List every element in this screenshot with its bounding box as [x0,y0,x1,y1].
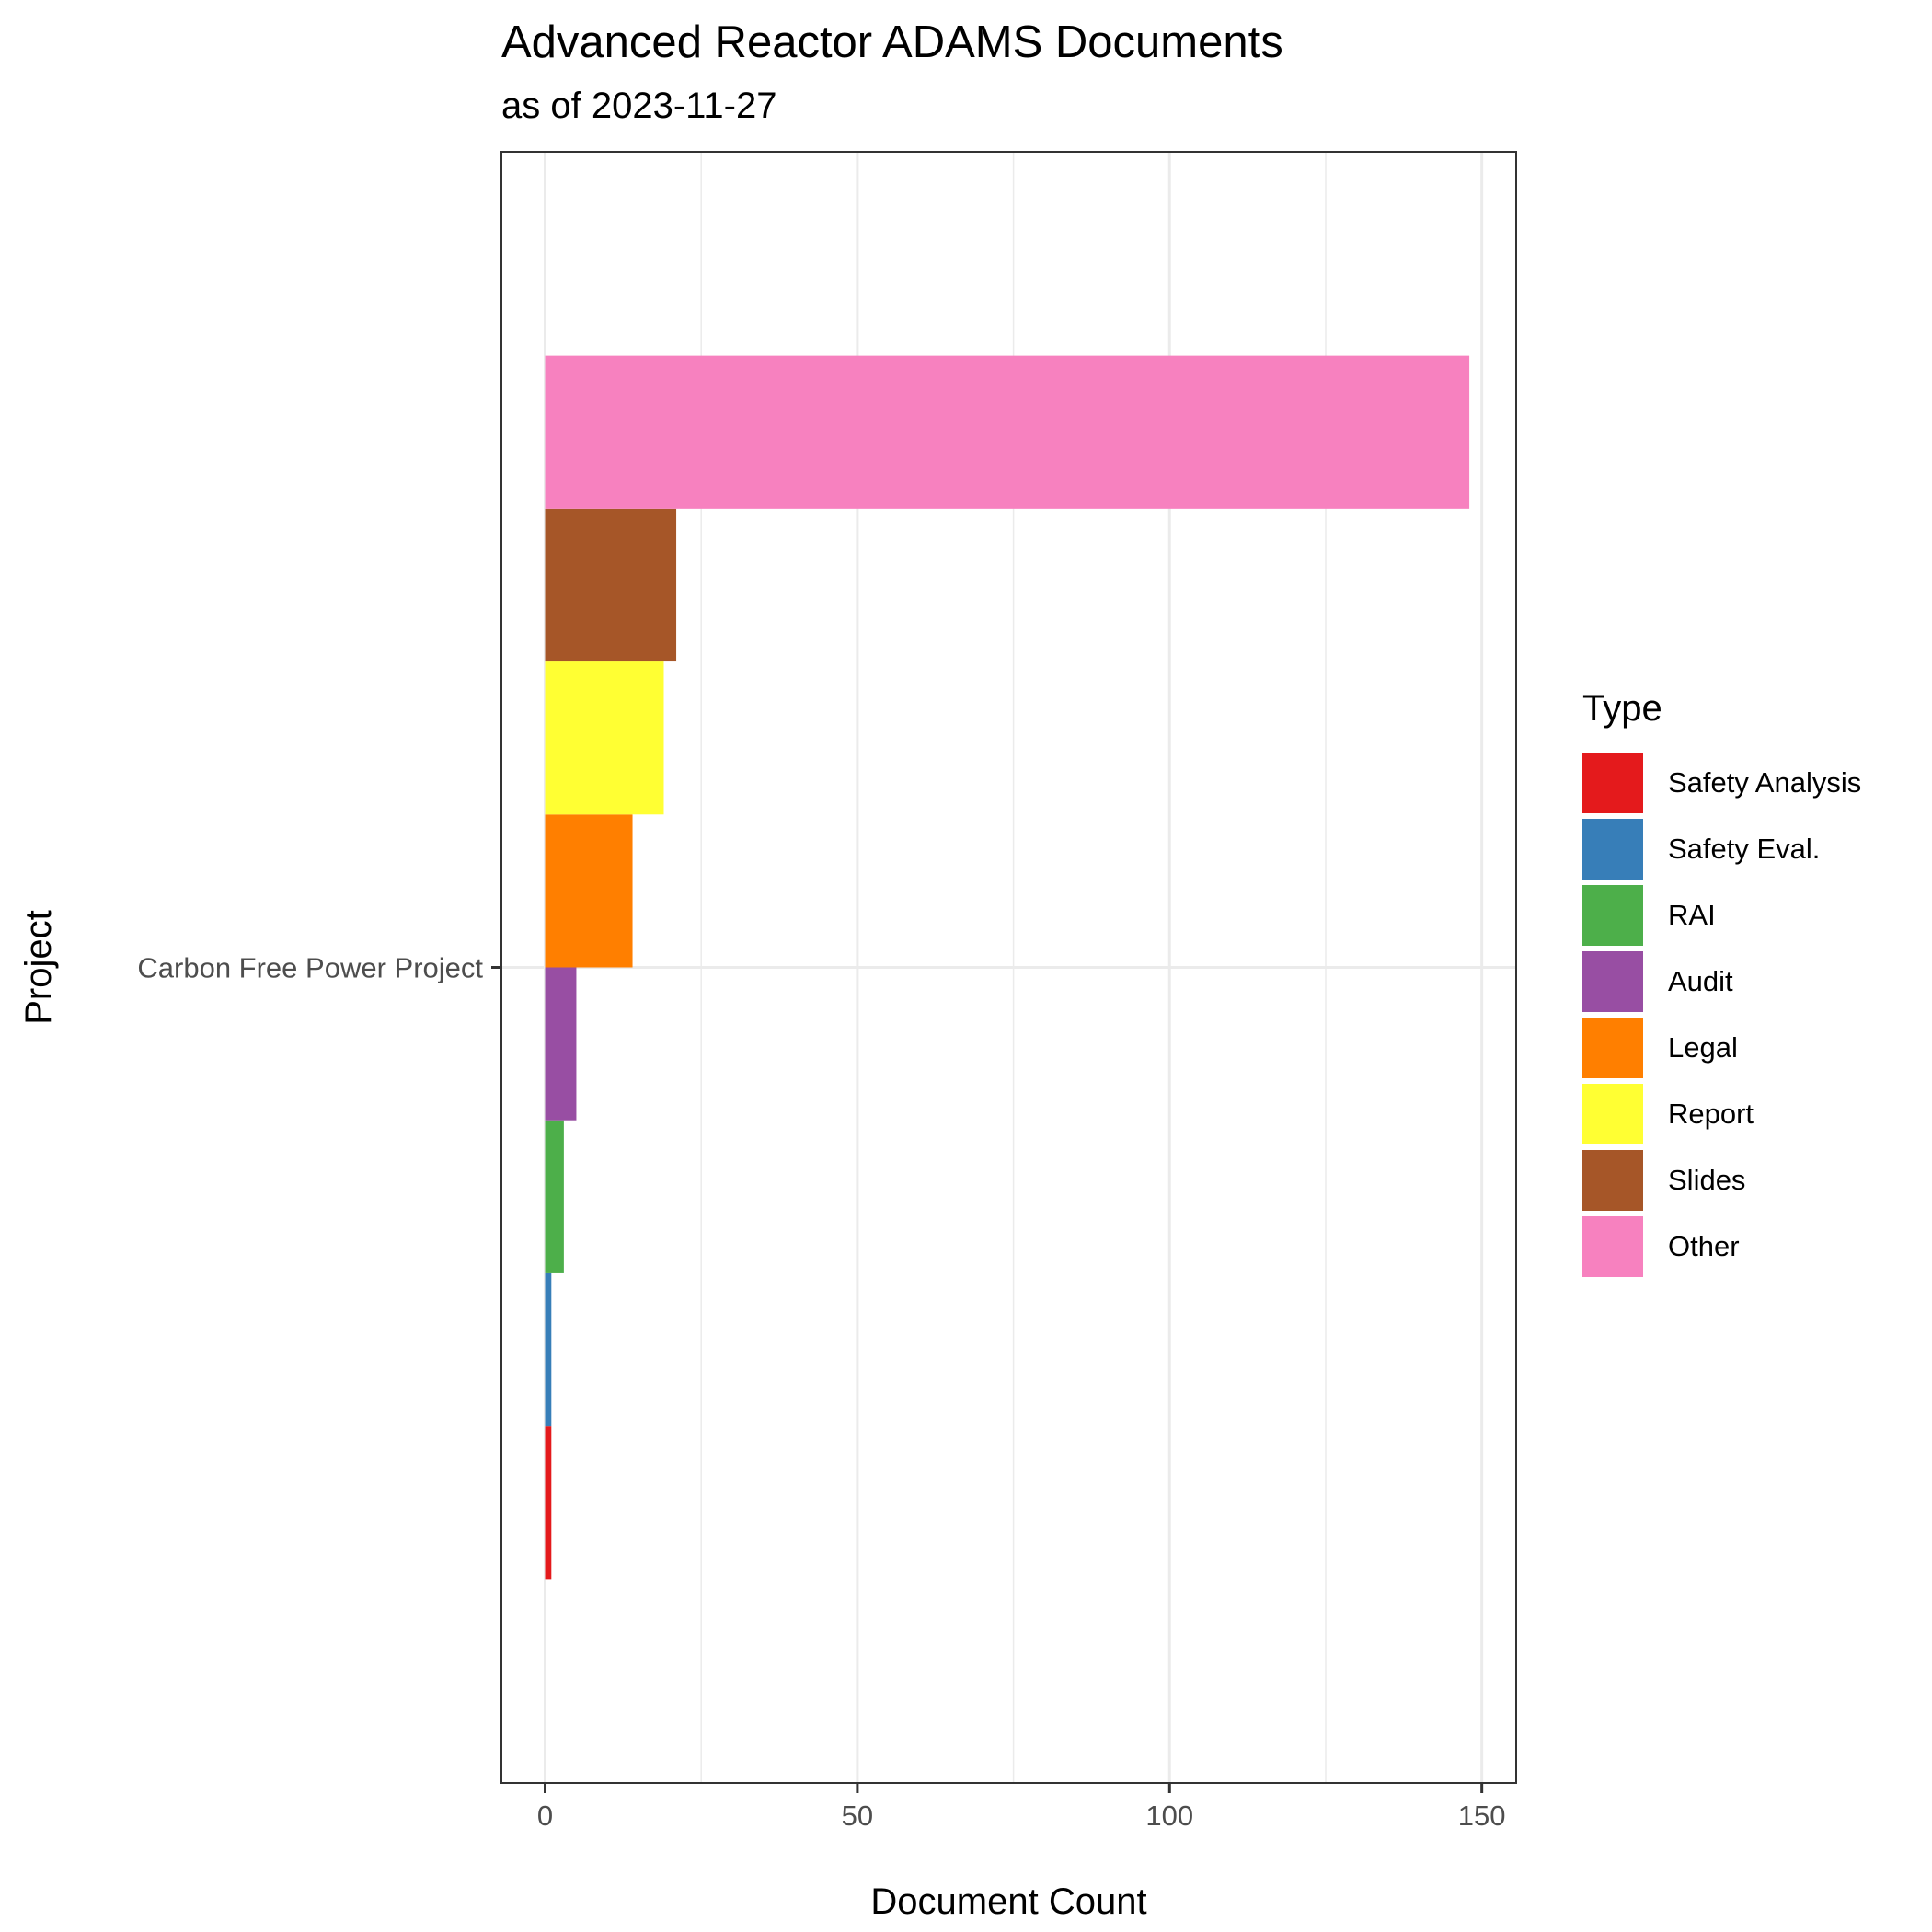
bar-slides [545,508,677,662]
legend-swatch [1582,753,1643,813]
legend-item-rai: RAI [1582,882,1861,949]
y-axis-title: Project [18,910,59,1025]
legend-swatch [1582,1018,1643,1078]
bar-report [545,661,664,815]
bar-audit [545,967,577,1121]
legend-swatch [1582,951,1643,1012]
legend-item-audit: Audit [1582,949,1861,1015]
legend-item-safety-analysis: Safety Analysis [1582,750,1861,816]
legend-label: Audit [1668,965,1733,997]
legend-label: Legal [1668,1031,1738,1064]
chart-title: Advanced Reactor ADAMS Documents [501,17,1283,67]
legend-swatch [1582,1216,1643,1277]
bar-safety-analysis [545,1426,552,1580]
legend-label: RAI [1668,899,1716,931]
axes: Carbon Free Power Project 0 50 100 150 [137,952,1505,1833]
legend-label: Report [1668,1098,1754,1130]
legend-swatch [1582,1150,1643,1211]
x-tick-label: 150 [1458,1800,1506,1832]
x-tick-label: 100 [1145,1800,1193,1832]
legend: Type Safety Analysis Safety Eval. RAI Audit… [1582,688,1861,1280]
legend-item-other: Other [1582,1213,1861,1280]
x-axis-title: Document Count [870,1881,1146,1922]
legend-swatch [1582,885,1643,946]
y-tick-label: Carbon Free Power Project [137,952,483,984]
legend-item-report: Report [1582,1081,1861,1147]
bar-other [545,355,1470,509]
bar-legal [545,814,633,968]
x-tick-label: 0 [537,1800,553,1832]
legend-swatch [1582,1084,1643,1144]
bar-rai [545,1120,564,1273]
legend-items: Safety Analysis Safety Eval. RAI Audit Legal… [1582,750,1861,1280]
legend-item-safety-eval: Safety Eval. [1582,816,1861,882]
chart-subtitle: as of 2023-11-27 [501,86,777,126]
x-tick-label: 50 [842,1800,873,1832]
bars [545,355,1470,1580]
legend-label: Other [1668,1230,1740,1262]
legend-label: Slides [1668,1164,1746,1196]
legend-label: Safety Analysis [1668,766,1862,799]
legend-label: Safety Eval. [1668,833,1821,865]
legend-item-slides: Slides [1582,1147,1861,1213]
legend-item-legal: Legal [1582,1015,1861,1081]
legend-title: Type [1582,688,1662,729]
bar-safety-eval [545,1272,552,1427]
legend-swatch [1582,819,1643,880]
